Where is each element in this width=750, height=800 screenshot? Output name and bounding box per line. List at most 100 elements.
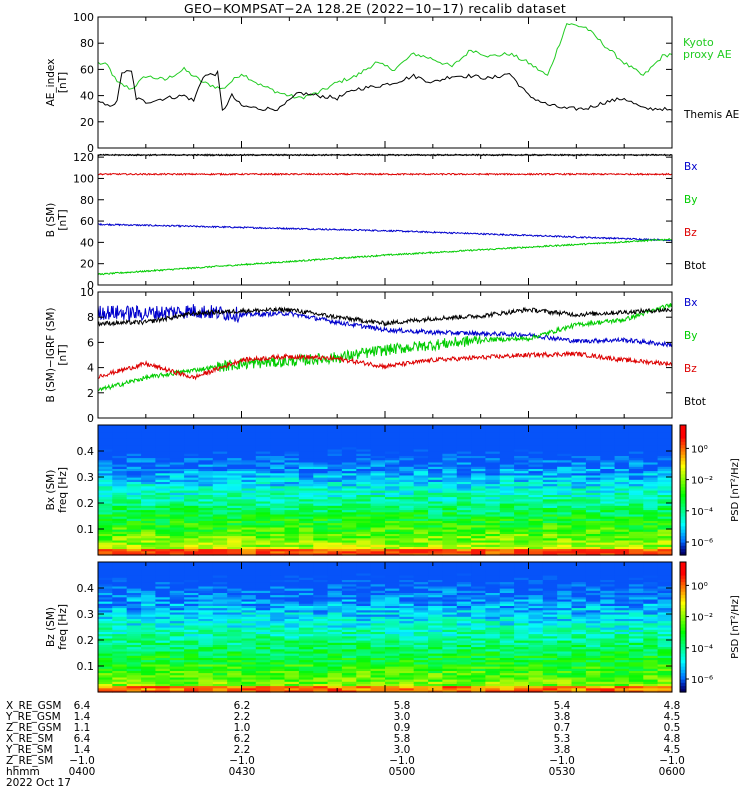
spectrogram-cell <box>643 513 659 517</box>
spectrogram-cell <box>341 572 357 576</box>
spectrogram-cell <box>141 498 156 502</box>
spectrogram-cell <box>657 546 673 550</box>
spectrogram-cell <box>270 676 286 680</box>
spectrogram-cell <box>356 503 372 506</box>
spectrogram-cell <box>657 431 673 435</box>
spectrogram-cell <box>169 605 185 609</box>
spectrogram-cell <box>227 461 243 465</box>
spectrogram-cell <box>198 459 214 463</box>
spectrogram-cell <box>241 670 257 674</box>
spectrogram-cell <box>557 676 573 680</box>
series-bdiff-btot: Btot <box>97 306 706 408</box>
spectrogram-cell <box>628 672 644 676</box>
spectrogram-cell <box>571 659 587 663</box>
spectrogram-cell <box>112 579 128 583</box>
spectrogram-cell <box>442 570 458 574</box>
spectrogram-cell <box>571 596 587 600</box>
spectrogram-cell <box>428 442 443 446</box>
spectrogram-cell <box>155 511 171 515</box>
spectrogram-cell <box>643 427 659 430</box>
spectrogram-cell <box>284 596 300 600</box>
spectrogram-cell <box>212 603 228 606</box>
spectrogram-cell <box>657 464 673 467</box>
spectrogram-cell <box>657 483 673 487</box>
spectrogram-cell <box>313 596 329 600</box>
spectrogram-cell <box>341 681 357 684</box>
spectrogram-cell <box>341 526 357 530</box>
spectrogram-cell <box>241 526 257 530</box>
spectrogram-cell <box>614 637 630 641</box>
spectrogram-cell <box>528 496 544 500</box>
spectrogram-cell <box>155 453 171 456</box>
spectrogram-cell <box>198 526 214 530</box>
spectrogram-cell <box>399 435 415 439</box>
spectrogram-cell <box>571 592 587 596</box>
spectrogram-cell <box>542 590 558 593</box>
spectrogram-cell <box>542 568 558 572</box>
spectrogram-cell <box>270 509 286 513</box>
spectrogram-cell <box>169 544 185 547</box>
spectrogram-cell <box>514 607 529 611</box>
spectrogram-cell <box>356 687 372 691</box>
spectrogram-cell <box>241 451 257 454</box>
spectrogram-cell <box>270 588 286 591</box>
spectrogram-cell <box>313 472 329 476</box>
spectrogram-cell <box>370 596 386 600</box>
spectrogram-cell <box>169 535 185 539</box>
spectrogram-cell <box>184 583 199 587</box>
spectrogram-cell <box>600 544 616 547</box>
spectrogram-cell <box>184 620 199 624</box>
spectrogram-cell <box>571 637 587 641</box>
spectrogram-cell <box>270 494 286 498</box>
spectrogram-cell <box>155 494 171 498</box>
spectrogram-cell <box>542 531 558 534</box>
spectrogram-cell <box>298 575 314 578</box>
spectrogram-cell <box>585 681 601 684</box>
spectrogram-cell <box>255 474 271 478</box>
spectrogram-cell <box>169 546 185 550</box>
spectrogram-cell <box>270 487 286 491</box>
spectrogram-cell <box>571 485 587 489</box>
spectrogram-cell <box>155 513 171 517</box>
spectrogram-cell <box>385 601 400 604</box>
spectrogram-cell <box>499 598 515 602</box>
spectrogram-cell <box>284 529 300 532</box>
spectrogram-cell <box>471 629 486 632</box>
spectrogram-cell <box>155 552 171 556</box>
spectrogram-cell <box>184 598 199 602</box>
spectrogram-cell <box>212 683 228 687</box>
spectrogram-cell <box>385 598 400 602</box>
spectrogram-cell <box>227 470 243 474</box>
spectrogram-cell <box>614 470 630 474</box>
spectrogram-cell <box>198 466 214 469</box>
spectrogram-cell <box>313 650 329 654</box>
spectrogram-cell <box>413 483 429 487</box>
spectrogram-cell <box>112 533 128 537</box>
spectrogram-cell <box>98 681 113 684</box>
spectrogram-cell <box>557 470 573 474</box>
spectrogram-cell <box>643 474 659 478</box>
spectrogram-cell <box>241 533 257 537</box>
spectrogram-cell <box>255 579 271 583</box>
spectrogram-cell <box>528 655 544 658</box>
spectrogram-cell <box>341 496 357 500</box>
spectrogram-cell <box>399 601 415 604</box>
spectrogram-cell <box>542 629 558 632</box>
spectrogram-cell <box>241 642 257 645</box>
spectrogram-cell <box>485 503 501 506</box>
spectrogram-cell <box>600 494 616 498</box>
spectrogram-cell <box>585 464 601 467</box>
spectrogram-cell <box>327 507 343 511</box>
spectrogram-cell <box>485 440 501 443</box>
spectrogram-cell <box>571 672 587 676</box>
spectrogram-cell <box>341 607 357 611</box>
spectrogram-cell <box>141 644 156 648</box>
spectrogram-cell <box>557 522 573 526</box>
spectrogram-cell <box>284 635 300 639</box>
spectrogram-cell <box>341 605 357 609</box>
spectrogram-cell <box>528 631 544 635</box>
spectrogram-cell <box>313 653 329 656</box>
spectrogram-cell <box>557 670 573 674</box>
spectrogram-cell <box>313 542 329 545</box>
spectrogram-cell <box>514 620 529 624</box>
